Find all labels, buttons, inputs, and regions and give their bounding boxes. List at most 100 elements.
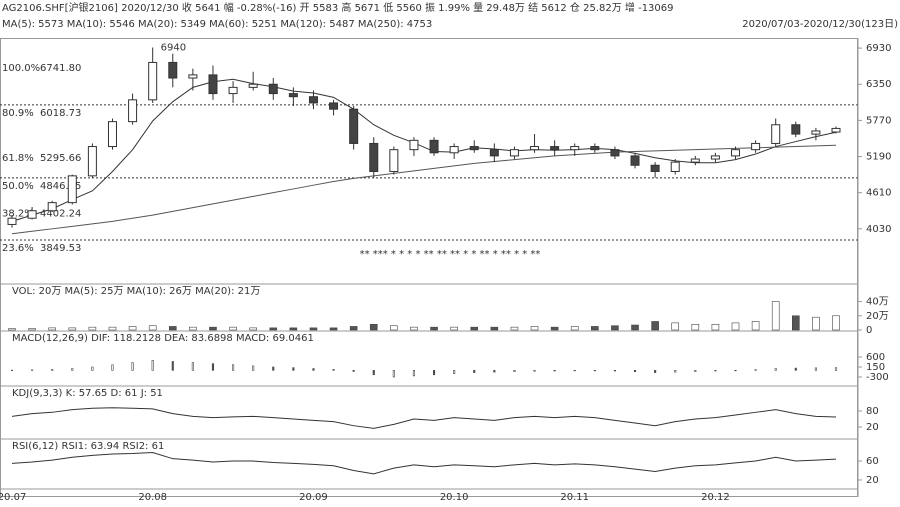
x-tick-label: 20.12	[701, 492, 730, 503]
volume-bar	[470, 326, 479, 331]
candle-body	[349, 108, 359, 144]
macd-bar	[834, 367, 838, 371]
ma-line	[11, 78, 837, 222]
macd-bar	[553, 370, 556, 372]
macd-bar	[473, 370, 476, 373]
y-tick-label: 20万	[866, 311, 889, 322]
candle-body	[409, 139, 419, 151]
candle-body	[288, 93, 298, 98]
volume-bar	[329, 327, 338, 331]
volume-bar	[832, 315, 840, 331]
candle-body	[27, 210, 37, 219]
fib-value: 5295.66	[40, 153, 81, 164]
volume-bar	[611, 325, 619, 331]
volume-bar	[731, 322, 740, 331]
macd-bar	[513, 370, 516, 372]
candle-body	[248, 83, 258, 88]
volume-bar	[8, 328, 16, 331]
macd-bar	[674, 370, 677, 373]
candle-body	[148, 61, 158, 101]
volume-bar	[108, 326, 117, 331]
candle-body	[489, 149, 499, 157]
macd-bar	[633, 370, 637, 372]
macd-bar	[71, 368, 74, 371]
y-tick-label: 6930	[866, 43, 891, 54]
volume-bar	[450, 326, 458, 331]
candle-body	[731, 149, 741, 157]
volume-bar	[671, 322, 680, 331]
candle-body	[188, 74, 198, 79]
volume-bar	[430, 326, 438, 331]
candle-body	[831, 127, 841, 133]
volume-bar	[792, 315, 800, 331]
star-row: ** *** * * * * ** ** ** * * ** * ** * * …	[360, 249, 541, 260]
macd-bar	[573, 370, 576, 372]
macd-bar	[10, 369, 14, 371]
header: AG2106.SHF[沪银2106] 2020/12/30 收 5641 幅 -…	[2, 1, 674, 14]
x-tick-label: 20.09	[299, 492, 328, 503]
candle-body	[610, 149, 620, 157]
volume-bar	[309, 327, 318, 331]
x-tick-label: 20.08	[138, 492, 167, 503]
volume-bar	[570, 326, 579, 331]
macd-bar	[593, 370, 596, 372]
x-tick-label: 20.07	[0, 492, 26, 503]
candle-body	[7, 217, 17, 225]
fib-value: 6741.80	[40, 63, 81, 74]
candle-body	[87, 146, 97, 177]
volume-bar	[410, 326, 418, 331]
macd-bar	[312, 368, 315, 371]
fib-label: 61.8%	[2, 153, 34, 164]
y-tick-label: 600	[866, 352, 885, 363]
y-tick-label: 0	[866, 325, 872, 336]
candle-body	[670, 161, 680, 172]
macd-bar	[412, 370, 416, 377]
y-tick-label: 6350	[866, 79, 891, 90]
macd-bar	[493, 370, 496, 373]
volume-bar	[530, 326, 539, 331]
candle-body	[590, 146, 600, 151]
volume-bar	[510, 326, 519, 331]
candle-body	[329, 102, 339, 110]
macd-bar	[211, 363, 215, 371]
macd-bar	[51, 369, 54, 371]
fib-value: 4402.24	[40, 209, 81, 220]
candle-body	[751, 142, 761, 151]
y-tick-label: 4610	[866, 188, 891, 199]
macd-bar	[252, 365, 255, 371]
macd-bar	[714, 370, 717, 372]
candle-body	[369, 142, 379, 172]
x-tick-label: 20.11	[560, 492, 589, 503]
fib-value: 6018.73	[40, 108, 81, 119]
candle-body	[208, 74, 218, 95]
macd-bar	[352, 370, 355, 372]
y-tick-label: 5190	[866, 152, 891, 163]
x-tick-label: 20.10	[440, 492, 469, 503]
y-tick-label: 40万	[866, 297, 889, 308]
volume-bar	[812, 316, 820, 331]
volume-bar	[249, 327, 257, 331]
candle-body	[168, 61, 178, 79]
panel-title: KDJ(9,3,3) K: 57.65 D: 61 J: 51	[12, 388, 163, 399]
fib-label: 80.9%	[2, 108, 34, 119]
candle-body	[47, 202, 57, 212]
candle-body	[469, 146, 479, 151]
y-tick-label: 150	[866, 362, 885, 373]
volume-bar	[591, 326, 599, 331]
macd-bar	[754, 369, 757, 371]
macd-bar	[232, 364, 235, 371]
y-tick-label: -300	[866, 372, 889, 383]
indicator-line	[11, 407, 837, 429]
macd-bar	[171, 361, 174, 371]
candle-body	[308, 96, 318, 104]
volume-bar	[631, 324, 639, 331]
y-tick-label: 60	[866, 456, 879, 467]
macd-bar	[794, 367, 797, 371]
fib-label: 50.0%	[2, 181, 34, 192]
candle-body	[107, 121, 117, 148]
ma-line	[11, 144, 837, 235]
macd-bar	[694, 370, 697, 372]
volume-bar	[209, 326, 217, 331]
volume-bar	[390, 325, 398, 331]
fib-value: 4846.95	[40, 181, 81, 192]
